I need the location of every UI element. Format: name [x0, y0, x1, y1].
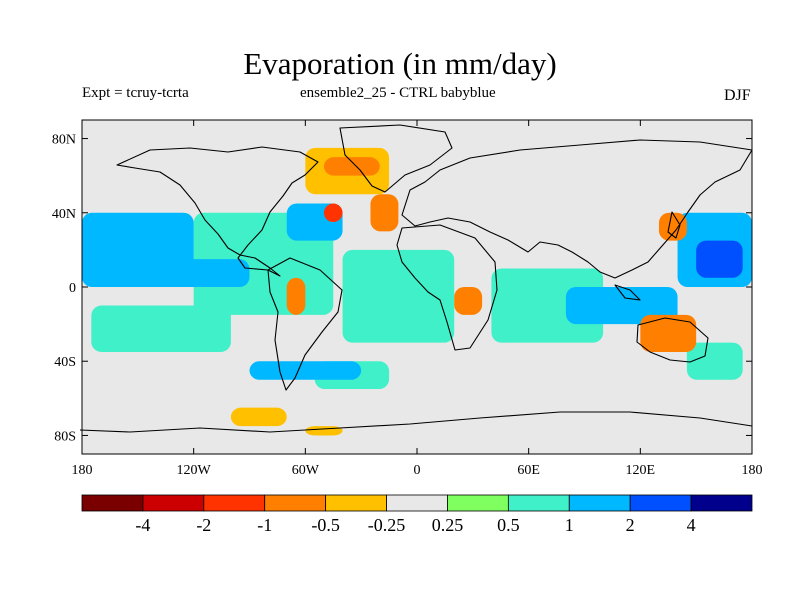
axes: 180 120W 60W 0 60E 120E 180 80N 40N 0 40S 80S	[52, 120, 763, 478]
colorbar: -4 -2 -1 -0.5 -0.25 0.25 0.5 1 2 4	[81, 494, 753, 535]
anomaly-region	[370, 194, 399, 232]
anomaly-region	[323, 157, 380, 176]
x-tick-label: 180	[742, 463, 763, 478]
anomaly-region	[686, 342, 743, 380]
colorbar-swatch	[264, 494, 327, 512]
x-tick-label: 120E	[626, 463, 656, 478]
anomaly-region	[454, 287, 483, 315]
x-tick-label: 60W	[292, 463, 320, 478]
colorbar-label: -0.5	[311, 515, 340, 535]
x-tick-label: 60E	[517, 463, 540, 478]
colorbar-swatch	[690, 494, 753, 512]
anomaly-region	[342, 249, 455, 343]
season-label: DJF	[724, 87, 751, 104]
colorbar-swatch	[386, 494, 448, 512]
x-tick-label: 120W	[177, 463, 212, 478]
colorbar-swatch	[507, 494, 570, 512]
anomaly-region	[658, 212, 687, 241]
colorbar-swatch	[203, 494, 266, 512]
coastlines	[79, 124, 753, 433]
anomaly-region	[491, 268, 604, 343]
colorbar-label: -4	[135, 515, 150, 535]
anomaly-region	[119, 259, 250, 287]
colorbar-swatch	[629, 494, 692, 512]
colorbar-label: 2	[626, 515, 635, 535]
chart-title: Evaporation (in mm/day)	[243, 46, 557, 81]
colorbar-swatch	[81, 494, 144, 512]
colorbar-label: 4	[687, 515, 696, 535]
anomaly-region	[249, 361, 362, 380]
anomaly-region	[640, 314, 697, 352]
x-tick-label: 180	[72, 463, 93, 478]
anomaly-region	[323, 203, 343, 223]
ensemble-label: ensemble2_25 - CTRL babyblue	[300, 85, 496, 101]
colorbar-label: 0.25	[432, 515, 464, 535]
anomaly-region	[286, 277, 306, 315]
colorbar-label: -0.25	[368, 515, 406, 535]
y-tick-label: 80S	[54, 429, 76, 444]
colorbar-swatch	[142, 494, 205, 512]
y-tick-label: 40S	[54, 355, 76, 370]
anomaly-region	[565, 287, 678, 325]
colorbar-swatch	[568, 494, 631, 512]
anomaly-region	[696, 240, 743, 278]
anomaly-region	[305, 426, 343, 436]
colorbar-swatch	[447, 494, 509, 512]
x-tick-label: 0	[414, 463, 421, 478]
colorbar-label: 0.5	[497, 515, 520, 535]
anomaly-region	[91, 305, 231, 352]
y-tick-label: 0	[69, 281, 76, 296]
y-tick-label: 40N	[52, 207, 76, 222]
colorbar-label: 1	[565, 515, 574, 535]
experiment-label: Expt = tcruy-tcrta	[82, 85, 189, 101]
y-tick-label: 80N	[52, 133, 76, 148]
colorbar-label: -2	[196, 515, 211, 535]
colorbar-swatch	[325, 494, 387, 512]
anomaly-region	[230, 407, 287, 427]
colorbar-label: -1	[257, 515, 272, 535]
